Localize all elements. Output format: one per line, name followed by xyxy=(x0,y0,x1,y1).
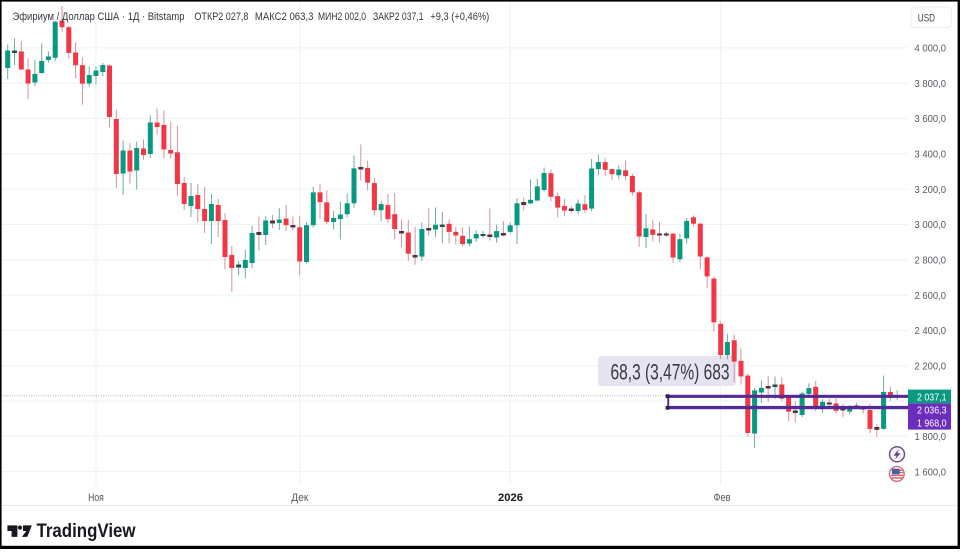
svg-text:2 600,0: 2 600,0 xyxy=(915,290,947,302)
svg-text:3 200,0: 3 200,0 xyxy=(915,184,947,196)
svg-text:Ноя: Ноя xyxy=(88,492,104,504)
svg-text:2 400,0: 2 400,0 xyxy=(915,325,947,337)
svg-text:2 036,3: 2 036,3 xyxy=(917,405,947,417)
svg-text:МАКС2 063,3: МАКС2 063,3 xyxy=(255,11,314,23)
svg-text:МИН2 002,0: МИН2 002,0 xyxy=(318,11,366,23)
svg-text:TradingView: TradingView xyxy=(37,521,136,542)
svg-text:Дек: Дек xyxy=(291,492,308,504)
svg-text:3 400,0: 3 400,0 xyxy=(915,149,947,161)
svg-text:ЗАКР2 037,1: ЗАКР2 037,1 xyxy=(373,11,424,23)
svg-text:Эфириум / Доллар США · 1Д · Bi: Эфириум / Доллар США · 1Д · Bitstamp xyxy=(13,11,185,23)
svg-text:3 000,0: 3 000,0 xyxy=(915,219,947,231)
svg-text:ОТКР2 027,8: ОТКР2 027,8 xyxy=(194,11,248,23)
svg-text:1 600,0: 1 600,0 xyxy=(915,466,947,478)
svg-text:1 968,0: 1 968,0 xyxy=(917,418,947,430)
svg-text:3 800,0: 3 800,0 xyxy=(915,78,947,90)
svg-text:2 200,0: 2 200,0 xyxy=(915,360,947,372)
svg-text:1 800,0: 1 800,0 xyxy=(915,431,947,443)
svg-text:2 037,1: 2 037,1 xyxy=(917,391,947,403)
svg-text:USD: USD xyxy=(918,12,935,24)
svg-text:2 800,0: 2 800,0 xyxy=(915,255,947,267)
svg-text:+9,3 (+0,46%): +9,3 (+0,46%) xyxy=(430,11,489,23)
svg-text:4 000,0: 4 000,0 xyxy=(915,43,947,55)
svg-text:2026: 2026 xyxy=(498,492,523,504)
svg-text:Фев: Фев xyxy=(714,492,731,504)
svg-text:3 600,0: 3 600,0 xyxy=(915,113,947,125)
svg-text:68,3 (3,47%) 683: 68,3 (3,47%) 683 xyxy=(611,360,730,385)
